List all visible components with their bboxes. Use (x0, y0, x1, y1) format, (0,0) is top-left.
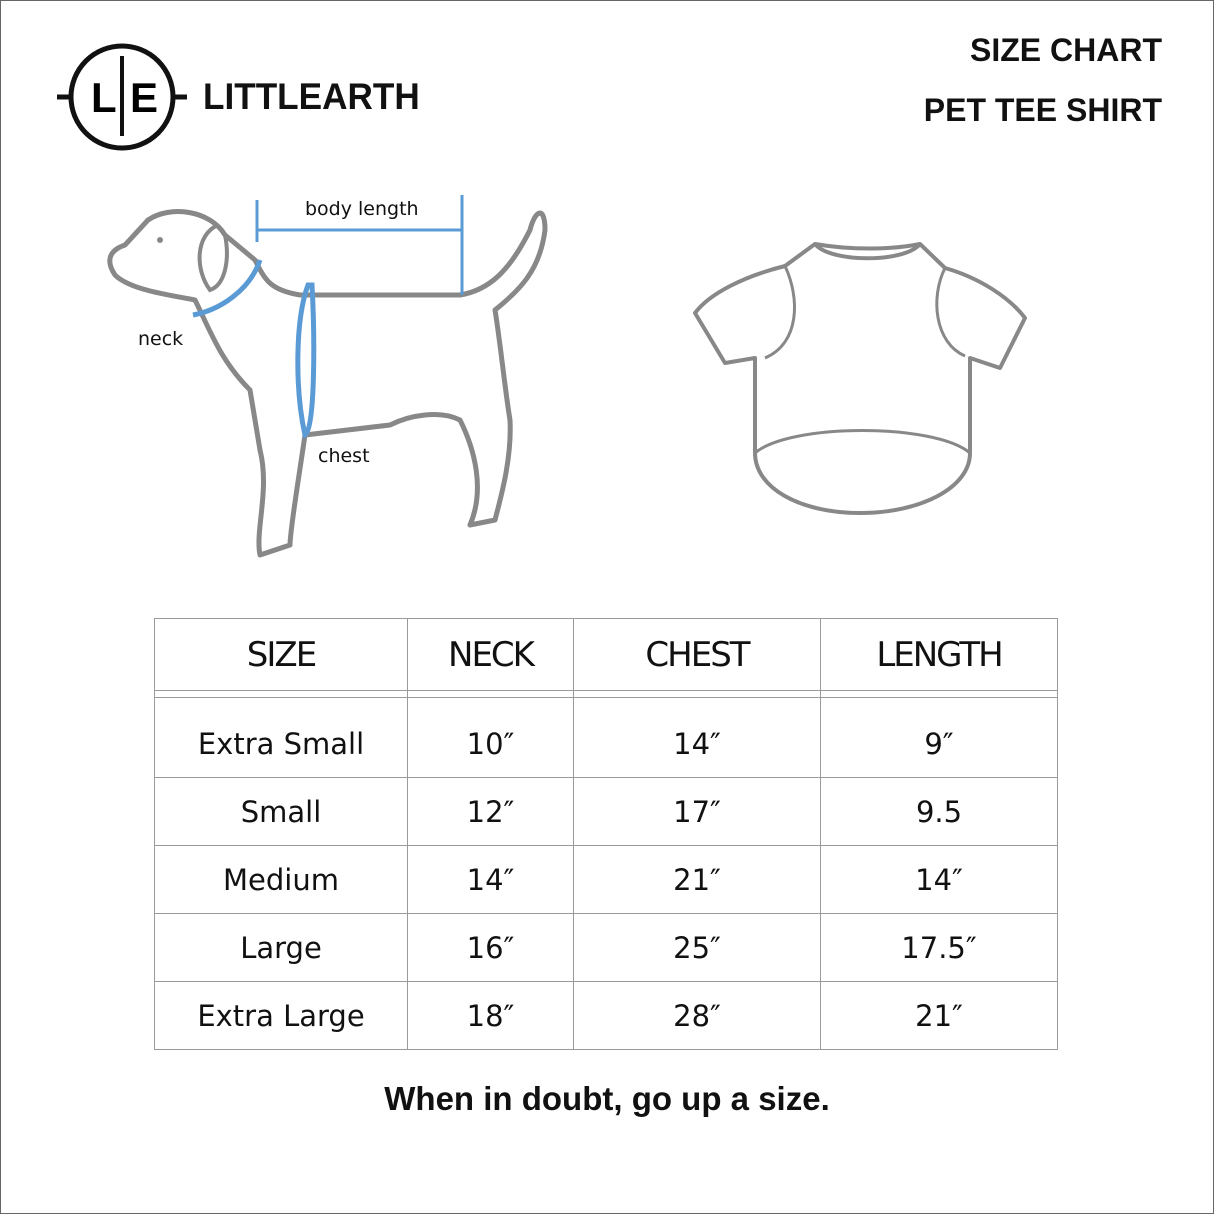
cell-chest: 17″ (573, 777, 821, 846)
cell-length: 9.5 (820, 777, 1058, 846)
table-row: Extra Small 10″ 14″ 9″ (154, 697, 1058, 778)
chest-measure-line (295, 282, 317, 439)
dog-outline-icon (107, 209, 548, 558)
header-neck: NECK (407, 618, 574, 691)
sizing-advice: When in doubt, go up a size. (384, 1080, 830, 1117)
cell-size: Medium (154, 845, 408, 914)
neck-label: neck (138, 328, 184, 350)
title-pet-tee-shirt: PET TEE SHIRT (923, 92, 1162, 128)
table-row: Extra Large 18″ 28″ 21″ (154, 981, 1058, 1050)
cell-length: 14″ (820, 845, 1058, 914)
header-size: SIZE (154, 618, 408, 691)
table-row: Small 12″ 17″ 9.5 (154, 777, 1058, 846)
cell-length: 21″ (820, 981, 1058, 1050)
cell-size: Extra Large (154, 981, 408, 1050)
cell-size: Large (154, 913, 408, 982)
cell-chest: 14″ (573, 697, 821, 778)
cell-size: Small (154, 777, 408, 846)
neck-measure-line (192, 259, 263, 318)
tee-shirt-icon (693, 242, 1027, 515)
table-row: Medium 14″ 21″ 14″ (154, 845, 1058, 914)
svg-text:E: E (130, 74, 158, 121)
cell-neck: 10″ (407, 697, 574, 778)
body-length-label: body length (305, 198, 419, 220)
title-size-chart: SIZE CHART (970, 32, 1162, 68)
svg-text:L: L (91, 74, 117, 121)
cell-neck: 16″ (407, 913, 574, 982)
cell-neck: 12″ (407, 777, 574, 846)
cell-chest: 21″ (573, 845, 821, 914)
littlearth-logo-icon: L E (57, 43, 187, 151)
size-chart-table: SIZE NECK CHEST LENGTH Extra Small 10″ 1… (154, 618, 1058, 1050)
cell-neck: 14″ (407, 845, 574, 914)
cell-length: 17.5″ (820, 913, 1058, 982)
header-chest: CHEST (573, 618, 821, 691)
cell-neck: 18″ (407, 981, 574, 1050)
dog-ear-icon (197, 223, 229, 293)
cell-chest: 25″ (573, 913, 821, 982)
cell-size: Extra Small (154, 697, 408, 778)
cell-chest: 28″ (573, 981, 821, 1050)
table-row: Large 16″ 25″ 17.5″ (154, 913, 1058, 982)
table-header-row: SIZE NECK CHEST LENGTH (154, 618, 1058, 691)
cell-length: 9″ (820, 697, 1058, 778)
header-length: LENGTH (820, 618, 1058, 691)
chest-label: chest (318, 445, 370, 467)
brand-name: LITTLEARTH (203, 76, 420, 117)
dog-measurement-diagram (107, 195, 548, 558)
